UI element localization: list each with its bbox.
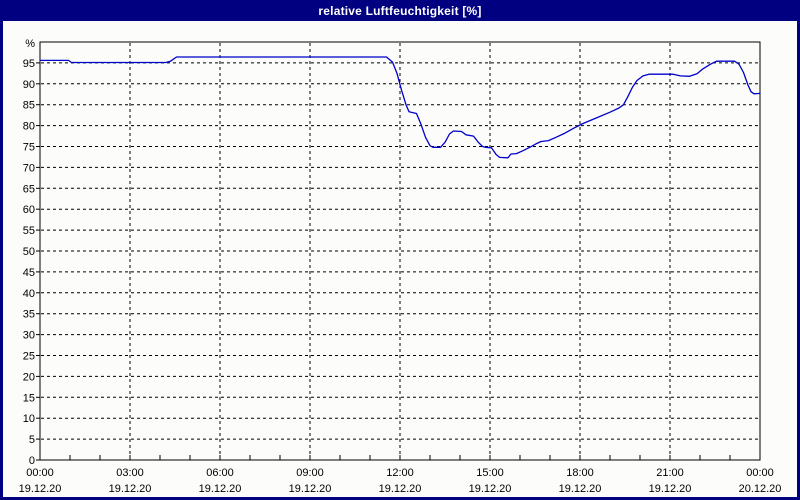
y-tick-label: 90 bbox=[23, 79, 35, 91]
x-tick-date-label: 19.12.20 bbox=[19, 483, 62, 495]
y-axis-unit-label: % bbox=[25, 38, 35, 50]
y-tick-label: 15 bbox=[23, 392, 35, 404]
x-tick-time-label: 00:00 bbox=[746, 467, 774, 479]
y-tick-label: 75 bbox=[23, 142, 35, 154]
title-bar: relative Luftfeuchtigkeit [%] bbox=[0, 0, 800, 21]
y-tick-label: 10 bbox=[23, 413, 35, 425]
x-tick-date-label: 19.12.20 bbox=[379, 483, 422, 495]
y-tick-label: 35 bbox=[23, 309, 35, 321]
x-tick-date-label: 19.12.20 bbox=[649, 483, 692, 495]
y-tick-label: 70 bbox=[23, 162, 35, 174]
x-tick-time-label: 21:00 bbox=[656, 467, 684, 479]
humidity-series-line bbox=[39, 56, 761, 159]
y-tick-label: 0 bbox=[29, 455, 35, 467]
x-tick-time-label: 03:00 bbox=[116, 467, 144, 479]
x-tick-time-label: 00:00 bbox=[26, 467, 54, 479]
chart-title: relative Luftfeuchtigkeit [%] bbox=[318, 3, 482, 18]
y-tick-label: 20 bbox=[23, 371, 35, 383]
y-tick-label: 30 bbox=[23, 330, 35, 342]
y-tick-label: 65 bbox=[23, 183, 35, 195]
x-tick-date-label: 19.12.20 bbox=[199, 483, 242, 495]
x-tick-time-label: 12:00 bbox=[386, 467, 414, 479]
y-tick-label: 40 bbox=[23, 288, 35, 300]
x-tick-date-label: 20.12.20 bbox=[739, 483, 782, 495]
y-tick-label: 5 bbox=[29, 434, 35, 446]
x-tick-time-label: 09:00 bbox=[296, 467, 324, 479]
y-tick-label: 80 bbox=[23, 121, 35, 133]
x-tick-date-label: 19.12.20 bbox=[559, 483, 602, 495]
y-tick-label: 55 bbox=[23, 225, 35, 237]
y-tick-label: 50 bbox=[23, 246, 35, 258]
y-tick-label: 45 bbox=[23, 267, 35, 279]
x-tick-date-label: 19.12.20 bbox=[289, 483, 332, 495]
y-tick-label: 95 bbox=[23, 58, 35, 70]
y-tick-label: 85 bbox=[23, 100, 35, 112]
y-tick-label: 25 bbox=[23, 351, 35, 363]
x-tick-date-label: 19.12.20 bbox=[109, 483, 152, 495]
plot-border bbox=[39, 41, 761, 461]
y-tick-label: 60 bbox=[23, 204, 35, 216]
x-tick-time-label: 06:00 bbox=[206, 467, 234, 479]
x-tick-time-label: 18:00 bbox=[566, 467, 594, 479]
x-tick-date-label: 19.12.20 bbox=[469, 483, 512, 495]
x-tick-time-label: 15:00 bbox=[476, 467, 504, 479]
